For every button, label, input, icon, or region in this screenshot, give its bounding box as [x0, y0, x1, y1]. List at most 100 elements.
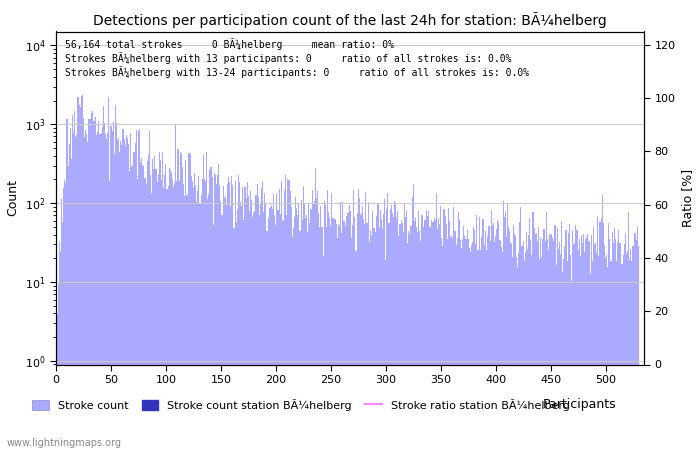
Bar [589, 274, 591, 450]
Bar [169, 168, 170, 450]
Bar [475, 244, 477, 450]
Bar [170, 170, 171, 450]
Bar [404, 203, 405, 450]
Bar [194, 173, 195, 450]
Bar [124, 139, 125, 450]
Bar [526, 232, 527, 450]
Bar [209, 170, 211, 450]
Bar [500, 247, 502, 450]
Bar [263, 212, 265, 450]
Bar [115, 105, 116, 450]
Bar [352, 225, 354, 450]
Bar [541, 256, 542, 450]
Bar [165, 164, 167, 450]
Bar [370, 230, 371, 450]
Bar [242, 187, 244, 450]
Bar [307, 232, 308, 450]
Bar [531, 255, 533, 450]
Bar [60, 252, 61, 450]
Bar [262, 180, 263, 450]
Bar [252, 217, 253, 450]
Bar [356, 213, 358, 450]
Bar [328, 212, 329, 450]
Bar [440, 206, 441, 450]
Bar [234, 181, 236, 450]
Bar [570, 255, 571, 450]
Bar [624, 244, 625, 450]
Bar [94, 121, 95, 450]
Bar [551, 234, 552, 450]
Bar [405, 217, 406, 450]
Bar [427, 216, 428, 450]
Bar [525, 252, 526, 450]
Bar [148, 155, 149, 450]
Bar [325, 205, 326, 450]
Bar [286, 215, 288, 450]
Bar [161, 180, 162, 450]
Bar [626, 254, 627, 450]
Bar [73, 133, 74, 450]
Bar [144, 178, 146, 450]
Bar [273, 194, 274, 450]
Bar [202, 179, 203, 450]
Bar [125, 146, 126, 450]
Bar [190, 176, 192, 450]
Bar [350, 211, 351, 450]
Bar [468, 239, 469, 450]
Bar [306, 215, 307, 450]
Bar [329, 218, 330, 450]
Bar [186, 195, 188, 450]
Stroke ratio station BÃ¼helberg [605, 362, 613, 367]
Text: www.lightningmaps.org: www.lightningmaps.org [7, 438, 122, 448]
Bar [502, 252, 503, 450]
Bar [418, 211, 419, 450]
Stroke ratio station BÃ¼helberg [496, 362, 504, 367]
Bar [221, 215, 223, 450]
Legend: Stroke count, Stroke count station BÃ¼helberg, Stroke ratio station BÃ¼helberg: Stroke count, Stroke count station BÃ¼he… [28, 394, 574, 415]
Bar [317, 191, 318, 450]
Bar [225, 196, 226, 450]
Bar [151, 193, 152, 450]
Bar [76, 135, 78, 450]
Bar [172, 179, 173, 450]
Bar [66, 119, 67, 450]
Bar [633, 246, 634, 450]
Bar [253, 213, 254, 450]
Bar [420, 241, 421, 450]
Bar [485, 231, 486, 450]
Bar [338, 224, 339, 450]
Bar [157, 182, 158, 450]
Bar [584, 252, 585, 450]
Bar [363, 219, 364, 450]
Bar [323, 201, 325, 450]
Bar [276, 193, 277, 450]
Stroke ratio station BÃ¼helberg [53, 362, 62, 367]
Bar [340, 202, 341, 450]
Bar [130, 133, 132, 450]
Bar [188, 153, 190, 450]
Bar [372, 212, 373, 450]
Bar [121, 145, 122, 450]
Bar [335, 219, 336, 450]
Bar [460, 240, 461, 450]
Bar [342, 202, 344, 450]
Bar [197, 191, 198, 450]
Bar [103, 106, 104, 450]
Bar [354, 217, 356, 450]
Bar [543, 229, 545, 450]
Bar [332, 218, 333, 450]
Bar [214, 173, 215, 450]
Bar [631, 261, 633, 450]
Bar [337, 238, 338, 450]
Bar [92, 111, 93, 450]
Bar [283, 220, 284, 450]
Bar [217, 175, 218, 450]
Bar [469, 248, 470, 450]
Bar [288, 180, 290, 450]
Bar [272, 209, 273, 450]
Bar [361, 213, 362, 450]
Bar [553, 241, 554, 450]
Bar [293, 228, 294, 450]
Bar [238, 175, 239, 450]
Bar [451, 236, 452, 450]
